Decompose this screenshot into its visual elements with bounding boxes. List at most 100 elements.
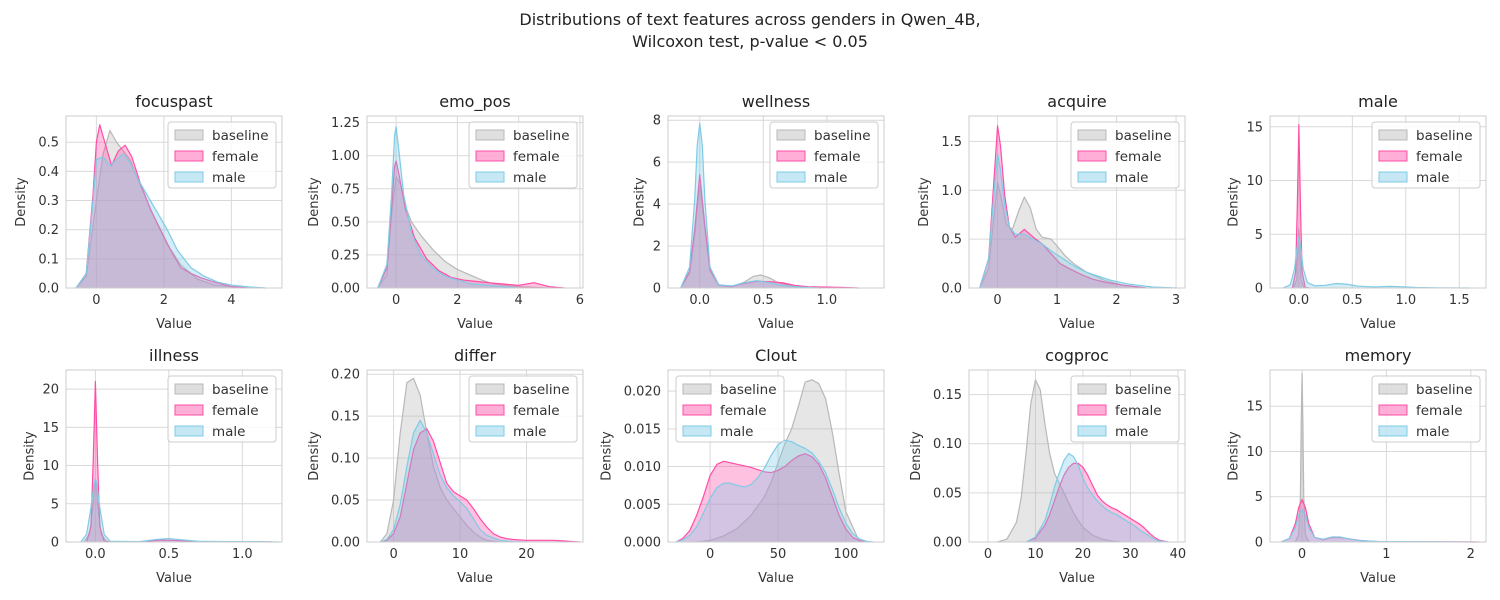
density-line-male <box>75 153 266 289</box>
axes-frame <box>366 115 584 289</box>
legend-label-female: female <box>1416 403 1463 419</box>
subplot-title: wellness <box>742 92 810 111</box>
density-line-baseline <box>696 379 861 543</box>
legend-label-baseline: baseline <box>1115 382 1172 398</box>
legend-label-female: female <box>513 149 560 165</box>
density-area-female <box>680 174 859 288</box>
legend-label-baseline: baseline <box>814 128 871 144</box>
density-area-female <box>380 428 580 542</box>
figure-title-line-2: Wilcoxon test, p-value < 0.05 <box>632 32 868 51</box>
density-area-baseline <box>83 479 108 542</box>
y-axis-label: Density <box>1226 431 1241 481</box>
subplot-cogproc: 0 10 20 30 40 0.00 0.05 0.10 0.15 cogproc Value Den… <box>909 346 1186 586</box>
legend-swatch-male <box>475 171 505 183</box>
density-line-male <box>377 125 519 289</box>
density-line-male <box>1025 452 1169 543</box>
y-tick-label: 0.000 <box>624 536 661 551</box>
legend-swatch-female <box>1077 404 1107 416</box>
density-area-male <box>979 153 1177 288</box>
density-line-male <box>80 477 280 543</box>
legend-swatch-baseline <box>776 129 806 141</box>
x-tick-label: 0 <box>993 293 1001 308</box>
y-axis-label: Density <box>14 177 29 227</box>
density-area-female <box>377 160 565 288</box>
axes-frame <box>366 369 584 543</box>
x-tick-label: 100 <box>834 547 859 562</box>
x-tick-label: 0 <box>92 293 100 308</box>
x-axis-label: Value <box>1059 317 1095 332</box>
subplot-focuspast: 0 2 4 0.0 0.1 0.2 0.3 0.4 0.5 focuspast Value Densi… <box>14 92 283 332</box>
density-area-baseline <box>696 379 860 542</box>
x-tick-label: 3 <box>1172 293 1180 308</box>
y-tick-label: 5 <box>1255 490 1263 505</box>
y-tick-label: 0.50 <box>331 215 360 230</box>
density-line-male <box>675 439 874 543</box>
y-tick-label: 0 <box>653 282 661 297</box>
y-tick-label: 1.0 <box>941 184 962 199</box>
legend-label-female: female <box>814 149 861 165</box>
legend: baseline female male <box>1070 375 1180 443</box>
y-tick-label: 1.5 <box>941 135 962 150</box>
subplot-wellness: 0.0 0.5 1.0 0 2 4 6 8 wellness Value Density baseli… <box>633 92 885 332</box>
y-tick-label: 15 <box>1246 400 1263 415</box>
density-area-female <box>76 124 249 288</box>
x-axis-label: Value <box>1360 571 1396 586</box>
subplot-male: 0.0 0.5 1.0 1.5 0 5 10 15 male Value Density baseli… <box>1226 92 1487 332</box>
subplot-emo_pos: 0 2 4 6 0.00 0.25 0.50 0.75 1.00 1.25 emo_pos Value… <box>307 92 584 332</box>
legend: baseline female male <box>468 121 578 189</box>
x-tick-label: 6 <box>576 293 584 308</box>
y-tick-label: 0.0 <box>38 282 59 297</box>
x-tick-label: 10 <box>1027 547 1044 562</box>
legend-label-baseline: baseline <box>212 128 269 144</box>
legend-swatch-baseline <box>475 129 505 141</box>
legend-label-male: male <box>212 170 245 186</box>
x-tick-label: 0 <box>392 293 400 308</box>
legend-swatch-male <box>1077 171 1107 183</box>
legend-swatch-male <box>776 171 806 183</box>
density-line-female <box>1025 462 1169 543</box>
legend-swatch-male <box>1077 425 1107 437</box>
subplot-title: emo_pos <box>439 92 511 112</box>
x-tick-label: 1.0 <box>232 547 253 562</box>
density-area-female <box>676 453 867 542</box>
density-line-male <box>1282 236 1470 289</box>
x-axis-label: Value <box>1059 571 1095 586</box>
y-tick-label: 0.4 <box>38 165 59 180</box>
legend: baseline female male <box>468 375 578 443</box>
subplot-title: differ <box>454 346 496 365</box>
y-tick-label: 0.00 <box>331 282 360 297</box>
density-area-baseline <box>680 185 815 288</box>
y-tick-label: 0.75 <box>331 182 360 197</box>
legend-swatch-male <box>682 425 712 437</box>
legend-swatch-female <box>1077 150 1107 162</box>
legend-swatch-baseline <box>1378 383 1408 395</box>
axes-frame <box>1269 115 1487 289</box>
axes-frame <box>65 369 283 543</box>
legend-swatch-female <box>475 150 505 162</box>
y-tick-label: 0.1 <box>38 252 59 267</box>
legend-swatch-female <box>1378 150 1408 162</box>
y-tick-label: 0.0 <box>941 282 962 297</box>
legend-label-baseline: baseline <box>513 128 570 144</box>
legend-label-male: male <box>513 424 546 440</box>
legend-swatch-baseline <box>174 129 204 141</box>
legend-label-male: male <box>814 170 847 186</box>
x-tick-label: 10 <box>452 547 469 562</box>
x-tick-label: 20 <box>1075 547 1092 562</box>
density-line-male <box>979 152 1177 289</box>
figure-title: Distributions of text features across ge… <box>0 9 1500 53</box>
legend-label-female: female <box>1115 403 1162 419</box>
legend-label-baseline: baseline <box>1416 382 1473 398</box>
axes-frame <box>968 115 1186 289</box>
x-tick-label: 2 <box>453 293 461 308</box>
density-line-male <box>380 419 527 543</box>
density-area-baseline <box>377 176 550 288</box>
y-axis-label: Density <box>909 431 924 481</box>
x-axis-label: Value <box>156 317 192 332</box>
y-tick-label: 0.5 <box>941 233 962 248</box>
y-tick-label: 20 <box>42 383 59 398</box>
legend-swatch-male <box>1378 425 1408 437</box>
y-tick-label: 0.05 <box>933 486 962 501</box>
x-tick-label: 1.5 <box>1449 293 1470 308</box>
y-tick-label: 0.020 <box>624 385 661 400</box>
